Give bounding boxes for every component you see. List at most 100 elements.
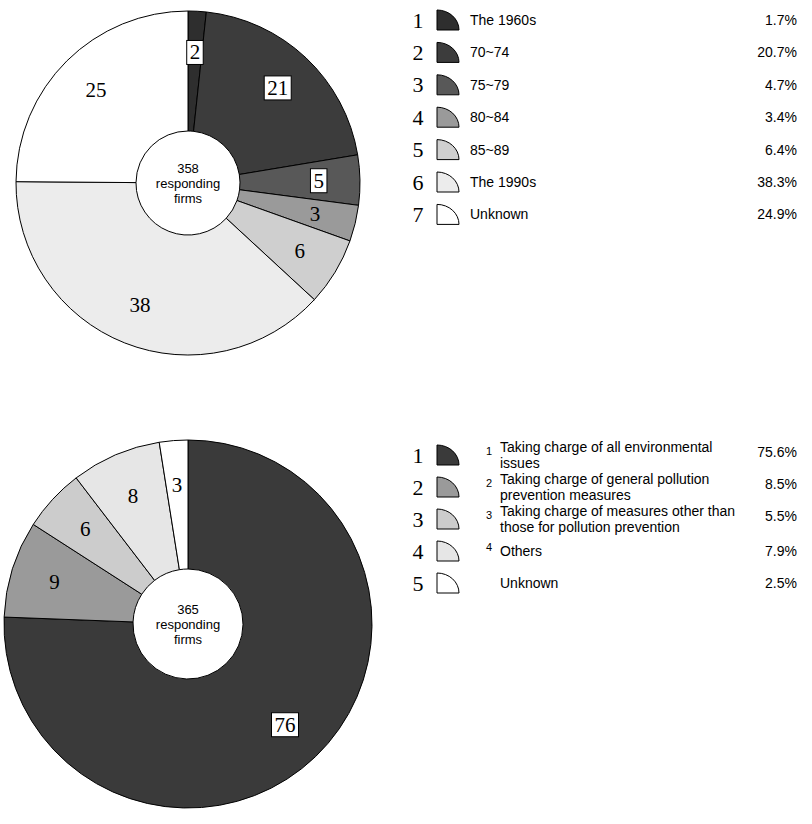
data-label-group: 8 <box>128 483 139 507</box>
legend-number: 5 <box>413 571 424 596</box>
legend-percent: 1.7% <box>765 12 797 28</box>
center-text: responding <box>156 176 220 191</box>
labels: 358respondingfirms 2 21 5 36 38 25 <box>85 40 327 316</box>
data-label-group: 5 <box>310 169 327 193</box>
center-text: firms <box>174 191 203 206</box>
data-label-box <box>187 40 204 64</box>
data-label-group: 6 <box>80 517 91 541</box>
data-label-group: 3 <box>310 202 321 226</box>
slice <box>194 12 358 174</box>
legend-swatch <box>437 172 459 192</box>
legend-swatch <box>437 107 459 127</box>
legend-percent: 6.4% <box>765 142 797 158</box>
legend-label: 75~79 <box>470 77 510 93</box>
legend-label: Taking charge of measures other thanthos… <box>500 503 735 535</box>
legend-percent: 8.5% <box>765 476 797 492</box>
legend-item: 11Taking charge of all environmentalissu… <box>413 439 798 471</box>
legend-percent: 7.9% <box>765 543 797 559</box>
legend-item: 5 85~89 6.4% <box>413 137 798 162</box>
legend-number: 5 <box>413 137 424 162</box>
legend-item: 2 70~74 20.7% <box>413 40 798 65</box>
legend-swatch <box>437 42 459 62</box>
legend-item: 6The 1990s38.3% <box>413 170 798 195</box>
legend-percent: 5.5% <box>765 508 797 524</box>
data-label: 38 <box>129 293 150 317</box>
chart-canvas: 358respondingfirms22153638251The 1960s1.… <box>0 0 812 824</box>
data-label-group: 2 <box>187 40 204 64</box>
data-label-box <box>264 76 291 100</box>
center-text: 358 <box>177 161 199 176</box>
center-text: 365 <box>177 602 199 617</box>
legend-number: 3 <box>413 507 424 532</box>
legend-percent: 24.9% <box>757 206 797 222</box>
slices <box>16 11 360 355</box>
legend-label: 80~84 <box>470 109 510 125</box>
data-label-group: 38 <box>129 293 150 317</box>
data-label: 8 <box>128 483 139 507</box>
legend-swatch <box>437 445 459 465</box>
data-label: 3 <box>310 202 321 226</box>
legend-item: 22Taking charge of general pollutionprev… <box>413 471 798 503</box>
legend-item: 480~843.4% <box>413 105 798 130</box>
data-label-group: 25 <box>85 78 106 102</box>
legend-item: 3 75~79 4.7% <box>413 72 798 97</box>
data-label: 76 <box>275 713 296 737</box>
center-text: firms <box>174 632 203 647</box>
legend-label: Unknown <box>500 575 558 591</box>
legend-item: 3 3 Taking charge of measures other thanth… <box>413 503 798 535</box>
legend-percent: 75.6% <box>757 444 797 460</box>
legend-label: The 1960s <box>470 12 536 28</box>
data-label: 6 <box>295 239 306 263</box>
legend-item: 1 The 1960s 1.7% <box>413 8 798 33</box>
data-label: 5 <box>313 169 324 193</box>
legend: 1The 1960s1.7%270~7420.7%375~794.7%480~8… <box>413 8 798 227</box>
legend-label: Taking charge of general pollutionpreven… <box>500 471 709 503</box>
legend-number: 7 <box>413 202 424 227</box>
slice <box>16 11 188 183</box>
legend-label: Taking charge of all environmentalissues <box>500 439 712 471</box>
legend-number: 2 <box>413 40 424 65</box>
data-label: 21 <box>267 76 288 100</box>
legend: 11Taking charge of all environmentalissu… <box>413 439 798 596</box>
data-label-group: 21 <box>264 76 291 100</box>
data-label: 2 <box>190 40 201 64</box>
data-label-group: 3 <box>172 473 183 497</box>
legend-percent: 3.4% <box>765 109 797 125</box>
data-label: 25 <box>85 78 106 102</box>
data-label-box <box>310 169 327 193</box>
legend-number: 3 <box>413 72 424 97</box>
legend-subnumber: 3 <box>486 509 492 521</box>
legend-swatch <box>437 204 459 224</box>
legend-swatch <box>437 509 459 529</box>
legend-label: Others <box>500 543 542 559</box>
legend-percent: 4.7% <box>765 77 797 93</box>
data-label-group: 6 <box>295 239 306 263</box>
center-text: responding <box>156 617 220 632</box>
data-label-group: 9 <box>49 570 60 594</box>
slice <box>16 182 314 355</box>
data-label: 9 <box>49 570 60 594</box>
legend-number: 1 <box>413 8 424 33</box>
legend-swatch <box>437 541 459 561</box>
legend-swatch <box>437 10 459 30</box>
legend-percent: 20.7% <box>757 44 797 60</box>
labels: 365respondingfirms 76 9 6 8 3 <box>49 473 298 737</box>
legend-label: 70~74 <box>470 44 510 60</box>
slice <box>4 440 372 808</box>
legend-subnumber: 2 <box>486 477 492 489</box>
legend-label: 85~89 <box>470 142 510 158</box>
legend-number: 4 <box>413 539 424 564</box>
legend-percent: 2.5% <box>765 575 797 591</box>
legend-swatch <box>437 140 459 160</box>
donut-chart: 358respondingfirms22153638251The 1960s1.… <box>16 8 797 356</box>
legend-swatch <box>437 573 459 593</box>
legend-item: 44Others7.9% <box>413 539 798 564</box>
legend-swatch <box>437 75 459 95</box>
data-label: 3 <box>172 473 183 497</box>
data-label-box <box>272 713 299 737</box>
slice <box>159 440 188 570</box>
legend-swatch <box>437 477 459 497</box>
data-label: 6 <box>80 517 91 541</box>
legend-label: Unknown <box>470 206 528 222</box>
legend-item: 7 Unknown 24.9% <box>413 202 798 227</box>
